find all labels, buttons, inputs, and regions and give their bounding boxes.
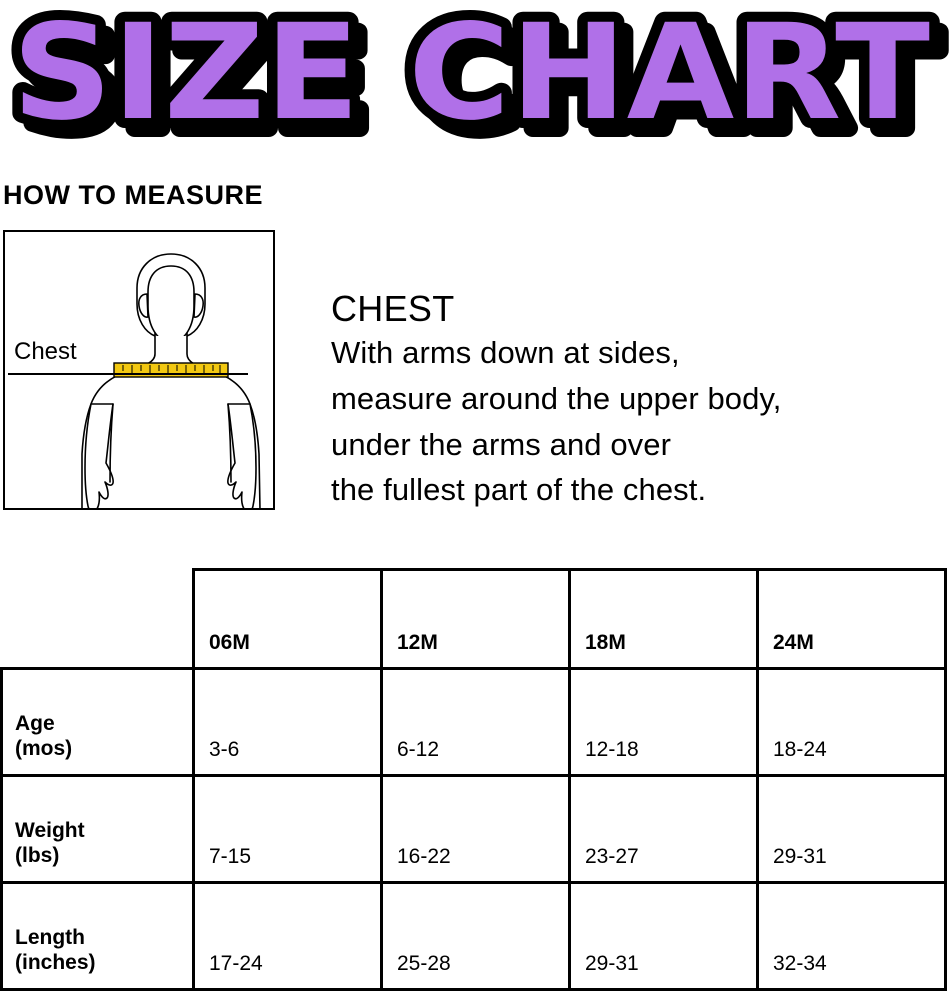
cell-age-18m: 12-18: [568, 667, 759, 777]
cell-weight-12m: 16-22: [380, 774, 571, 884]
face-shape: [147, 265, 195, 343]
chest-description-line-4: the fullest part of the chest.: [331, 472, 707, 508]
chest-description-line-1: With arms down at sides,: [331, 335, 680, 371]
title-fill-text: SIZE CHART: [12, 0, 930, 150]
row-label-weight-line2: (lbs): [15, 844, 60, 868]
tape-ticks: [122, 365, 221, 374]
table-header-24m: 24M: [756, 568, 947, 670]
cell-length-12m: 25-28: [380, 881, 571, 991]
size-chart-title-art: .tletter { font-family: "DejaVu Sans", s…: [2, 0, 949, 155]
table-row: Weight (lbs) 7-15 16-22 23-27 29-31: [0, 774, 947, 884]
right-ear: [193, 293, 204, 318]
chest-description-line-3: under the arms and over: [331, 426, 672, 462]
chest-callout: Chest: [0, 340, 260, 385]
right-body-seam: [227, 403, 232, 483]
title-outline-text: SIZE CHART: [12, 0, 930, 150]
cell-weight-18m: 23-27: [568, 774, 759, 884]
row-label-weight: Weight (lbs): [0, 774, 195, 884]
chest-leader-line: [8, 373, 248, 375]
chest-callout-label: Chest: [12, 338, 79, 365]
chest-description-line-2: measure around the upper body,: [331, 381, 782, 417]
cell-length-24m: 32-34: [756, 881, 947, 991]
table-header-06m: 06M: [192, 568, 383, 670]
table-header-18m: 18M: [568, 568, 759, 670]
title-shadow-text: SIZE CHART: [22, 6, 940, 155]
row-label-length-line2: (inches): [15, 951, 96, 975]
size-table: 06M 12M 18M 24M Age (mos) 3-6 6-12 12-18…: [0, 568, 947, 991]
table-row: Age (mos) 3-6 6-12 12-18 18-24: [0, 667, 947, 777]
cell-age-24m: 18-24: [756, 667, 947, 777]
cell-length-06m: 17-24: [192, 881, 383, 991]
row-label-length-line1: Length: [15, 925, 85, 949]
cell-length-18m: 29-31: [568, 881, 759, 991]
chest-description-block: CHEST With arms down at sides, measure a…: [331, 288, 931, 513]
row-label-age-line2: (mos): [15, 737, 73, 761]
row-label-age: Age (mos): [0, 667, 195, 777]
table-header-row: 06M 12M 18M 24M: [1, 568, 947, 670]
table-corner-cell: [1, 569, 194, 669]
table-header-12m: 12M: [380, 568, 571, 670]
table-row: Length (inches) 17-24 25-28 29-31 32-34: [0, 881, 947, 991]
row-label-length: Length (inches): [0, 881, 195, 991]
chest-description-title: CHEST: [331, 288, 455, 329]
cell-weight-24m: 29-31: [756, 774, 947, 884]
row-label-weight-line1: Weight: [15, 818, 85, 842]
row-label-age-line1: Age: [15, 711, 55, 735]
how-to-measure-heading: HOW TO MEASURE: [3, 180, 264, 210]
cell-weight-06m: 7-15: [192, 774, 383, 884]
cell-age-06m: 3-6: [192, 667, 383, 777]
cell-age-12m: 6-12: [380, 667, 571, 777]
page-title-banner: .tletter { font-family: "DejaVu Sans", s…: [0, 0, 952, 155]
left-ear: [138, 293, 149, 318]
left-body-seam: [109, 403, 114, 483]
